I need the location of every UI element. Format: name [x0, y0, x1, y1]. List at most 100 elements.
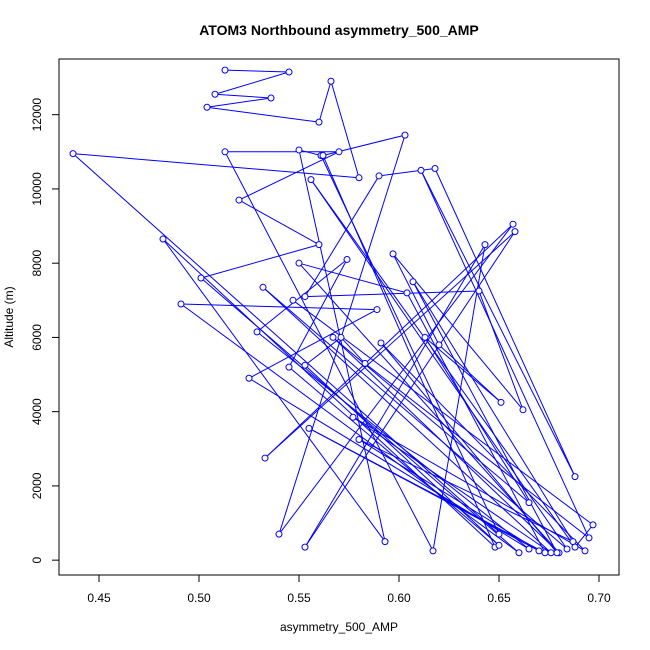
- chart-title: ATOM3 Northbound asymmetry_500_AMP: [199, 22, 479, 38]
- data-point: [417, 166, 425, 174]
- series-line-segment: [72, 153, 360, 179]
- series-line-segment: [206, 106, 320, 123]
- data-point: [409, 278, 417, 286]
- data-point: [349, 413, 357, 421]
- series-line-segment: [310, 179, 576, 548]
- data-point: [301, 543, 309, 551]
- data-point: [285, 363, 293, 371]
- x-axis-label: asymmetry_500_AMP: [280, 620, 398, 634]
- series-line-segment: [288, 259, 348, 368]
- data-point: [289, 296, 297, 304]
- x-tick-label: 0.50: [187, 591, 211, 605]
- data-point: [495, 541, 503, 549]
- data-point: [403, 289, 411, 297]
- data-point: [571, 543, 579, 551]
- data-point: [515, 549, 523, 557]
- series-line-segment: [406, 292, 546, 553]
- data-point: [581, 547, 589, 555]
- data-point: [343, 255, 351, 263]
- data-point: [571, 473, 579, 481]
- data-point: [295, 146, 303, 154]
- data-point: [547, 549, 555, 557]
- data-point: [221, 66, 229, 74]
- series-layer: [69, 66, 597, 557]
- data-point: [355, 436, 363, 444]
- series-line-segment: [420, 170, 590, 539]
- series-line-segment: [318, 81, 332, 123]
- data-point: [525, 545, 533, 553]
- series-line-segment: [264, 223, 514, 459]
- data-point: [329, 333, 337, 341]
- series-line-segment: [434, 168, 576, 477]
- series-line-segment: [304, 231, 516, 548]
- data-point: [253, 328, 261, 336]
- series-line-segment: [214, 93, 272, 99]
- data-point: [267, 94, 275, 102]
- data-point: [177, 300, 185, 308]
- series-line-segment: [200, 277, 520, 554]
- series-line-segment: [378, 168, 436, 177]
- series-line-segment: [392, 253, 440, 346]
- data-point: [159, 235, 167, 243]
- data-point: [431, 165, 439, 173]
- data-point: [541, 549, 549, 557]
- series-line-segment: [310, 179, 568, 550]
- data-point: [589, 521, 597, 529]
- series-line-segment: [412, 281, 574, 542]
- data-point: [275, 530, 283, 538]
- data-point: [421, 333, 429, 341]
- series-line-segment: [574, 524, 594, 548]
- x-tick-label: 0.45: [87, 591, 111, 605]
- series-line-segment: [224, 151, 434, 552]
- data-point: [519, 406, 527, 414]
- data-point: [261, 454, 269, 462]
- data-point: [245, 374, 253, 382]
- data-point: [315, 118, 323, 126]
- data-point: [355, 174, 363, 182]
- data-point: [475, 287, 483, 295]
- series-line-segment: [162, 238, 386, 542]
- y-tick-label: 6000: [30, 324, 44, 351]
- x-tick-label: 0.70: [587, 591, 611, 605]
- data-point: [553, 549, 561, 557]
- data-point: [381, 538, 389, 546]
- series-line-segment: [478, 290, 524, 410]
- y-tick-label: 12000: [30, 98, 44, 132]
- data-point: [319, 152, 327, 160]
- data-point: [361, 359, 369, 367]
- data-point: [337, 333, 345, 341]
- series-line-segment: [262, 286, 552, 554]
- y-tick-label: 10000: [30, 172, 44, 206]
- data-point: [197, 274, 205, 282]
- series-line-segment: [432, 244, 486, 551]
- data-point: [495, 530, 503, 538]
- data-point: [509, 220, 517, 228]
- data-point: [389, 250, 397, 258]
- y-tick-label: 8000: [30, 250, 44, 277]
- data-point: [307, 176, 315, 184]
- series-line-segment: [238, 151, 340, 201]
- series-line-segment: [352, 416, 552, 554]
- series-line-segment: [358, 439, 540, 552]
- series-line-segment: [206, 97, 272, 108]
- y-tick-label: 0: [30, 556, 44, 563]
- data-point: [481, 241, 489, 249]
- series-line-segment: [200, 244, 320, 279]
- series-line-segment: [330, 81, 360, 178]
- data-point: [525, 499, 533, 507]
- data-point: [585, 534, 593, 542]
- data-point: [301, 361, 309, 369]
- series-line-segment: [352, 416, 586, 552]
- data-point: [335, 148, 343, 156]
- series-line-segment: [224, 69, 290, 73]
- data-point: [401, 131, 409, 139]
- series-line-segment: [340, 337, 366, 364]
- series-line-segment: [248, 309, 378, 379]
- data-point: [429, 547, 437, 555]
- data-point: [259, 283, 267, 291]
- data-point: [235, 196, 243, 204]
- series-line-segment: [304, 175, 380, 297]
- series-line-segment: [214, 71, 290, 95]
- x-axis: 0.45 0.50 0.55 0.60 0.65 0.70: [87, 574, 611, 605]
